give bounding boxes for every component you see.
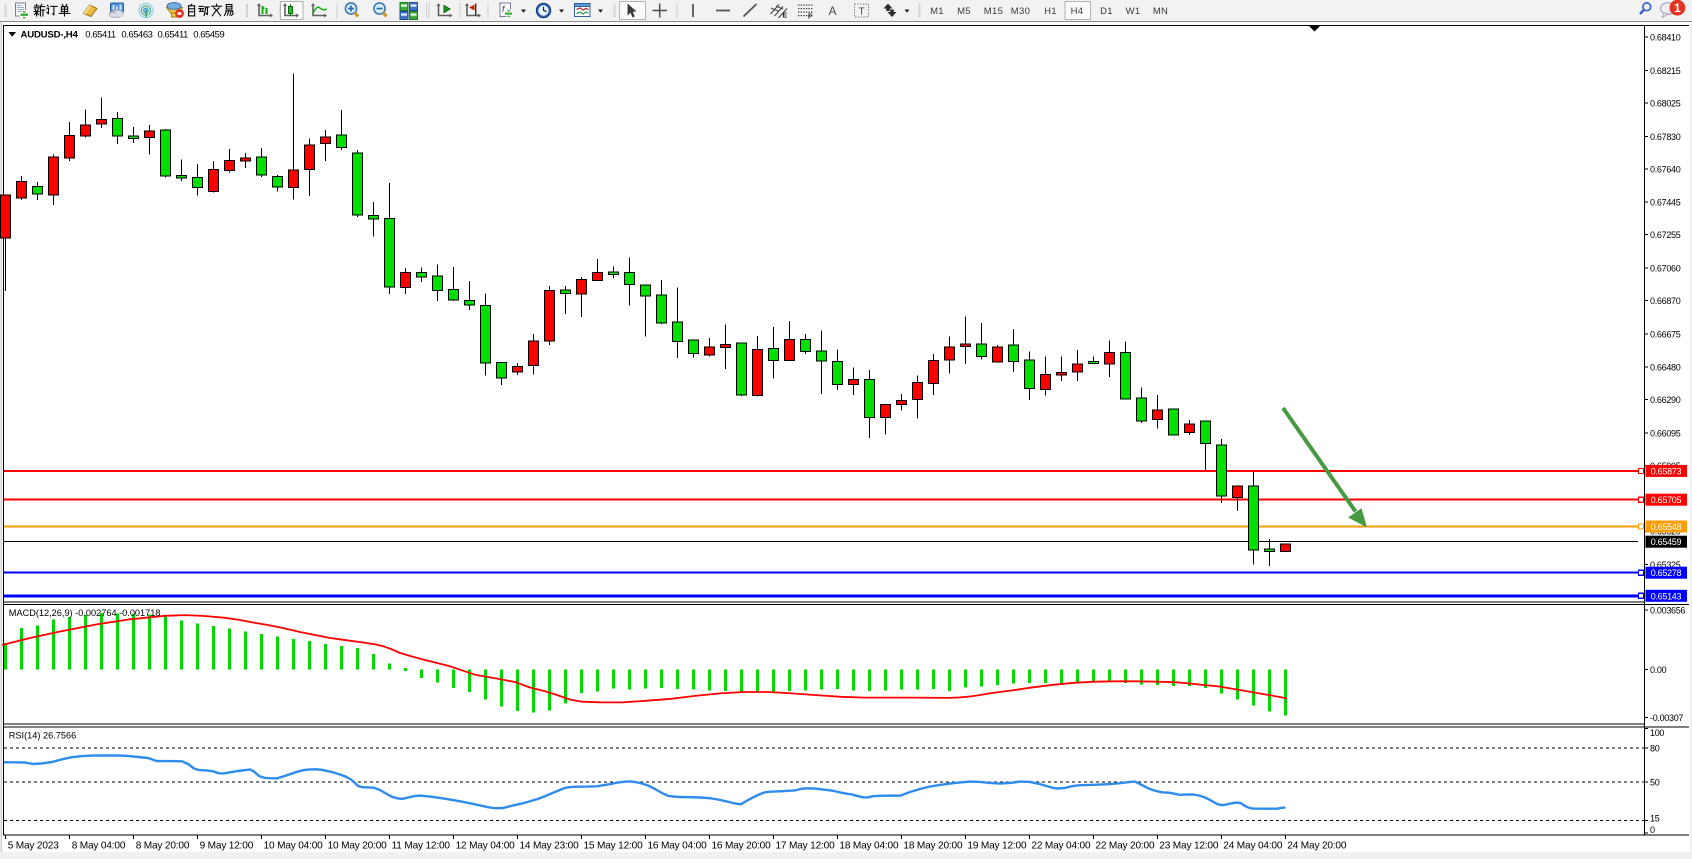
svg-text:9 May 12:00: 9 May 12:00 (200, 841, 254, 852)
svg-text:11 May 12:00: 11 May 12:00 (392, 841, 451, 852)
svg-text:D1: D1 (1100, 6, 1113, 17)
svg-text:15: 15 (1650, 814, 1660, 824)
svg-text:100: 100 (1650, 728, 1664, 738)
svg-text:M1: M1 (930, 6, 944, 17)
svg-text:0.66870: 0.66870 (1650, 296, 1681, 306)
svg-text:0.65411: 0.65411 (158, 29, 189, 40)
svg-text:A: A (829, 4, 837, 18)
svg-text:M30: M30 (1011, 6, 1030, 17)
svg-text:0.66095: 0.66095 (1650, 428, 1681, 438)
svg-text:8 May 20:00: 8 May 20:00 (136, 841, 190, 852)
svg-text:0.66290: 0.66290 (1650, 395, 1681, 405)
svg-text:M5: M5 (957, 6, 971, 17)
svg-text:0.68410: 0.68410 (1650, 33, 1681, 43)
svg-text:24 May 20:00: 24 May 20:00 (1287, 841, 1347, 852)
svg-text:0.68215: 0.68215 (1650, 66, 1681, 76)
svg-text:22 May 04:00: 22 May 04:00 (1031, 841, 1091, 852)
svg-text:MN: MN (1153, 6, 1168, 17)
svg-text:0.65143: 0.65143 (1651, 591, 1682, 601)
svg-text:H4: H4 (1071, 6, 1084, 17)
svg-text:0.00: 0.00 (1650, 665, 1667, 675)
svg-text:-0.00307: -0.00307 (1650, 713, 1683, 723)
svg-text:0.65278: 0.65278 (1651, 568, 1682, 578)
svg-text:0.67060: 0.67060 (1650, 263, 1681, 273)
svg-text:H1: H1 (1044, 6, 1057, 17)
svg-text:16 May 20:00: 16 May 20:00 (712, 841, 772, 852)
svg-text:0.67640: 0.67640 (1650, 164, 1681, 174)
svg-text:5 May 2023: 5 May 2023 (8, 841, 60, 852)
svg-text:1: 1 (1674, 1, 1681, 15)
svg-text:0.67445: 0.67445 (1650, 198, 1681, 208)
svg-text:MACD(12,26,9) -0.002764 -0.001: MACD(12,26,9) -0.002764 -0.001718 (9, 608, 161, 618)
svg-text:12 May 04:00: 12 May 04:00 (456, 841, 516, 852)
svg-text:0.67255: 0.67255 (1650, 230, 1681, 240)
svg-text:0.65459: 0.65459 (193, 29, 224, 40)
svg-text:17 May 12:00: 17 May 12:00 (776, 841, 836, 852)
svg-text:0.68025: 0.68025 (1650, 98, 1681, 108)
svg-text:M15: M15 (984, 6, 1003, 17)
svg-text:50: 50 (1650, 777, 1660, 787)
svg-text:0.003656: 0.003656 (1650, 606, 1685, 616)
svg-text:W1: W1 (1126, 6, 1141, 17)
svg-text:T: T (859, 7, 865, 18)
svg-text:24 May 04:00: 24 May 04:00 (1223, 841, 1283, 852)
svg-text:E: E (783, 13, 788, 20)
svg-text:0.65873: 0.65873 (1651, 466, 1682, 476)
svg-text:14 May 23:00: 14 May 23:00 (520, 841, 580, 852)
svg-text:F: F (808, 14, 813, 21)
svg-text:0.65705: 0.65705 (1651, 495, 1682, 505)
svg-text:0.67830: 0.67830 (1650, 132, 1681, 142)
svg-text:18 May 20:00: 18 May 20:00 (903, 841, 963, 852)
svg-text:16 May 04:00: 16 May 04:00 (648, 841, 708, 852)
svg-text:AUDUSD-,H4: AUDUSD-,H4 (21, 30, 79, 41)
svg-text:8 May 04:00: 8 May 04:00 (72, 841, 126, 852)
svg-text:10 May 20:00: 10 May 20:00 (328, 841, 388, 852)
svg-text:0.65459: 0.65459 (1651, 537, 1682, 547)
svg-text:0.65548: 0.65548 (1651, 522, 1682, 532)
svg-text:10 May 04:00: 10 May 04:00 (264, 841, 324, 852)
svg-text:19 May 12:00: 19 May 12:00 (967, 841, 1027, 852)
svg-text:0.65463: 0.65463 (121, 29, 152, 40)
svg-text:80: 80 (1650, 743, 1660, 753)
svg-text:15 May 12:00: 15 May 12:00 (584, 841, 644, 852)
svg-text:22 May 20:00: 22 May 20:00 (1095, 841, 1155, 852)
svg-text:0: 0 (1650, 825, 1655, 835)
svg-text:18 May 04:00: 18 May 04:00 (839, 841, 899, 852)
svg-text:0.66480: 0.66480 (1650, 363, 1681, 373)
svg-text:0.65411: 0.65411 (85, 29, 116, 40)
svg-text:0.66675: 0.66675 (1650, 329, 1681, 339)
svg-text:23 May 12:00: 23 May 12:00 (1159, 841, 1219, 852)
svg-text:RSI(14) 26.7566: RSI(14) 26.7566 (9, 731, 76, 741)
